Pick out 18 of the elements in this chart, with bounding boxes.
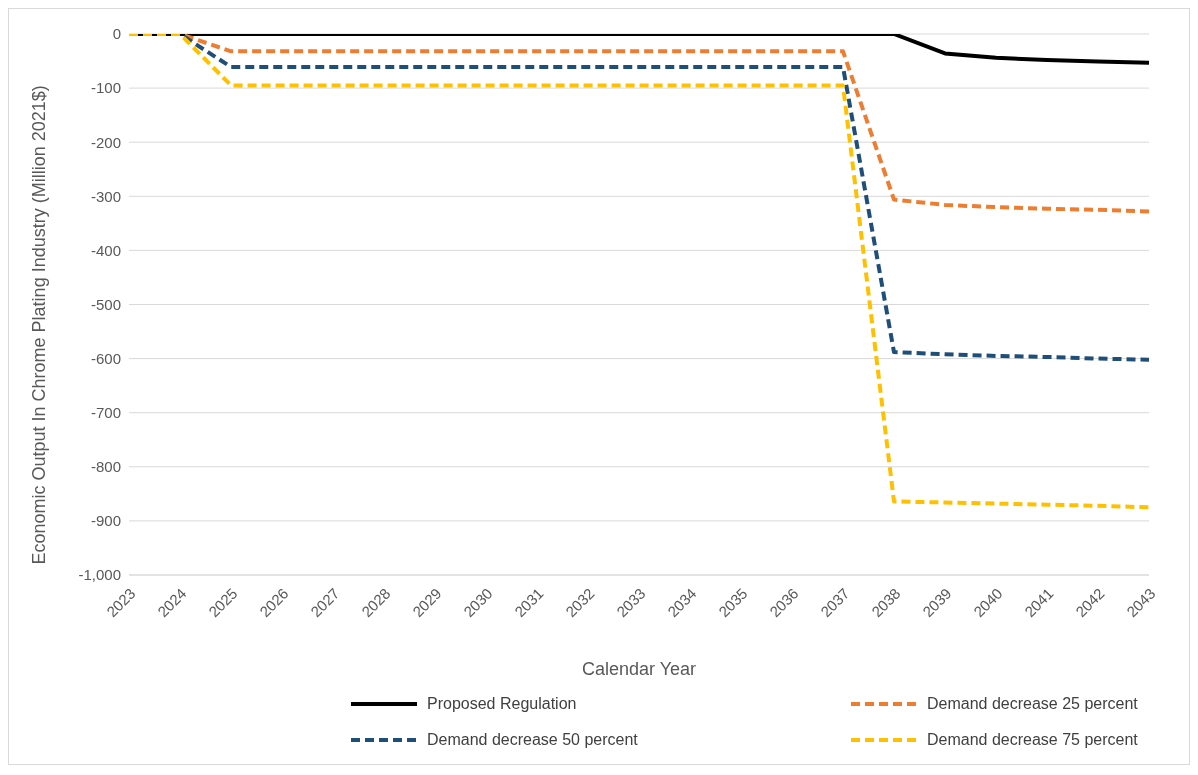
y-tick-label: -300	[90, 187, 121, 205]
legend-label: Demand decrease 25 percent	[927, 695, 1138, 713]
legend-label: Demand decrease 50 percent	[427, 731, 638, 749]
y-tick-label: -700	[90, 404, 121, 422]
line-series	[127, 34, 1151, 510]
x-axis-title: Calendar Year	[581, 659, 697, 679]
y-tick-label: -100	[90, 79, 121, 97]
y-tick-label: -500	[90, 295, 121, 313]
y-tick-label: -1,000	[78, 566, 121, 584]
y-tick-label: -400	[90, 241, 121, 259]
legend-label: Demand decrease 75 percent	[927, 731, 1138, 749]
legend-label: Proposed Regulation	[427, 695, 577, 713]
y-tick-label: -900	[90, 512, 121, 530]
y-tick-label: -200	[90, 133, 121, 151]
y-tick-label: -800	[90, 458, 121, 476]
y-axis-title: Economic Output In Chrome Plating Industry (Million 2021$)	[29, 85, 50, 565]
y-tick-label: -600	[90, 349, 121, 367]
y-tick-label: 0	[112, 25, 121, 43]
